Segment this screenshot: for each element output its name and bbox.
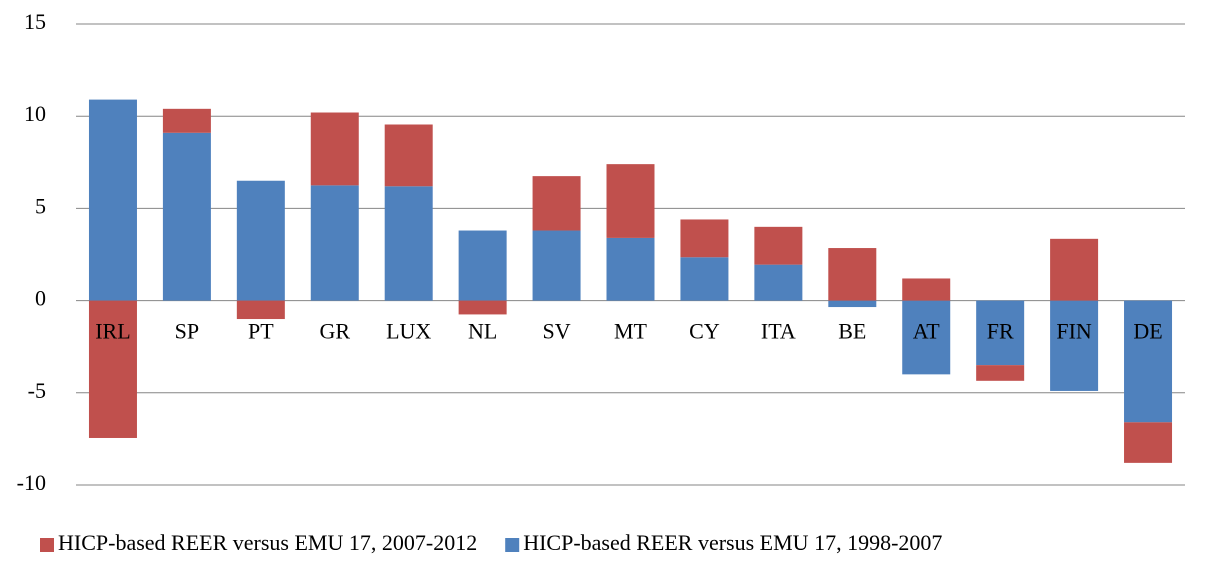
bar-segment [88, 300, 137, 438]
y-tick-label: 10 [24, 101, 46, 126]
x-tick-label: MT [614, 319, 648, 344]
bar-segment [680, 219, 729, 258]
bar-segment [1124, 300, 1173, 423]
x-tick-label: BE [838, 319, 866, 344]
y-tick-label: -10 [17, 470, 46, 495]
bar-segment [88, 99, 137, 301]
bar-segment [236, 180, 285, 301]
bar-segment [310, 185, 359, 301]
legend-swatch [505, 538, 520, 552]
bar-segment [384, 186, 433, 301]
bar-segment [384, 124, 433, 187]
bar-segment [162, 108, 211, 133]
bar-segment [976, 365, 1025, 381]
bar-segment [532, 230, 581, 301]
x-tick-label: CY [689, 319, 720, 344]
x-tick-label: SP [175, 319, 199, 344]
x-tick-label: FR [987, 319, 1014, 344]
x-tick-label: GR [319, 319, 350, 344]
bar-segment [1050, 238, 1099, 301]
x-tick-label: FIN [1056, 319, 1092, 344]
legend-label: HICP-based REER versus EMU 17, 1998-2007 [523, 530, 942, 555]
bar-segment [606, 237, 655, 301]
bar-segment [310, 112, 359, 186]
bar-segment [976, 300, 1025, 366]
bar-segment [828, 248, 877, 301]
x-tick-label: SV [543, 319, 571, 344]
y-tick-label: 0 [35, 286, 46, 311]
x-tick-label: IRL [95, 319, 130, 344]
x-tick-label: LUX [386, 319, 431, 344]
x-tick-label: PT [248, 319, 274, 344]
y-tick-label: 5 [35, 193, 46, 218]
bar-segment [162, 132, 211, 301]
bar-segment [902, 278, 951, 301]
bar-segment [458, 300, 507, 315]
legend-swatch [40, 538, 54, 552]
x-tick-label: AT [913, 319, 940, 344]
bar-segment [902, 300, 951, 375]
bar-segment [458, 230, 507, 301]
bar-segment [606, 164, 655, 238]
bar-segment [680, 257, 729, 301]
x-tick-label: DE [1133, 319, 1162, 344]
bar-segment [828, 300, 877, 308]
x-tick-label: NL [468, 319, 497, 344]
bar-segment [532, 176, 581, 231]
x-tick-label: ITA [761, 319, 796, 344]
bar-segment [1050, 300, 1099, 391]
legend-label: HICP-based REER versus EMU 17, 2007-2012 [58, 530, 477, 555]
bar-segment [1124, 422, 1173, 463]
bar-segment [236, 300, 285, 320]
bar-segment [754, 264, 803, 301]
y-tick-label: -5 [28, 378, 46, 403]
y-tick-label: 15 [24, 9, 46, 34]
bar-segment [754, 226, 803, 265]
